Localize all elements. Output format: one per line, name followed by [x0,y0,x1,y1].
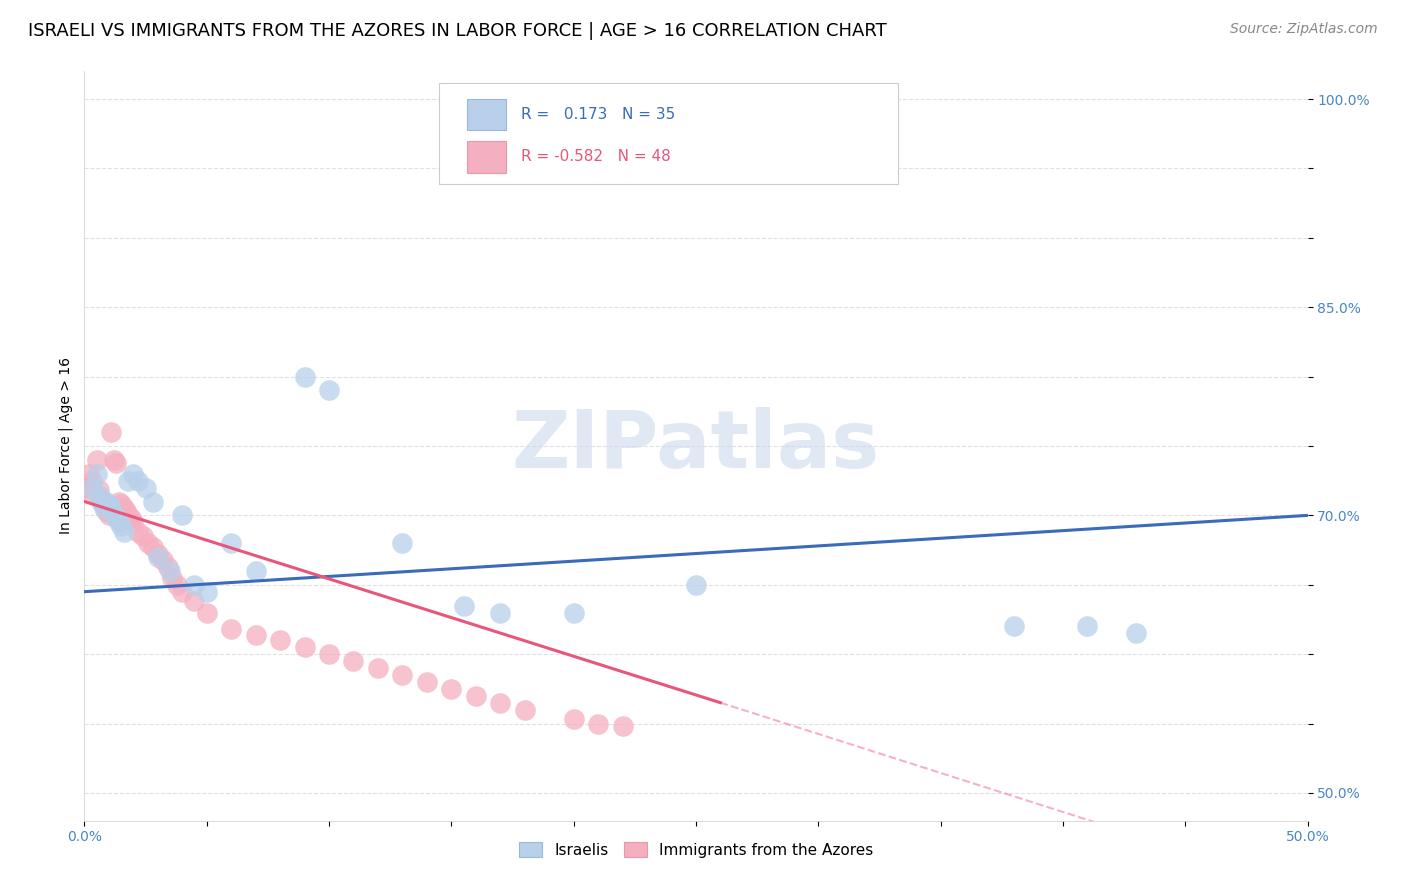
Point [1002,619,1025,633]
Point [76,481,98,495]
Point [87,487,110,501]
Point [269,633,291,648]
Point [93,497,115,511]
Text: R = -0.582   N = 48: R = -0.582 N = 48 [522,149,671,164]
Point [562,606,585,620]
Point [294,369,316,384]
Point [183,578,205,592]
Point [464,689,486,703]
Point [489,606,512,620]
Point [90,491,112,506]
Point [318,384,340,398]
Point [162,571,184,585]
Point [586,716,609,731]
Point [127,524,149,539]
Point [112,524,135,539]
Point [318,647,340,661]
Point [110,497,132,511]
Point [1125,626,1147,640]
Point [110,519,132,533]
Point [146,549,169,564]
Point [195,606,218,620]
Point [183,594,205,608]
Point [96,504,118,518]
Point [120,511,142,525]
Point [219,622,242,636]
Point [77,467,100,481]
Point [127,474,149,488]
Legend: Israelis, Immigrants from the Azores: Israelis, Immigrants from the Azores [512,834,880,865]
FancyBboxPatch shape [439,83,898,184]
FancyBboxPatch shape [467,99,506,130]
Point [440,681,463,696]
Point [122,516,145,530]
Point [612,719,634,733]
Point [1076,619,1098,633]
Point [562,712,585,726]
Point [172,508,194,523]
Point [513,703,536,717]
Point [391,668,413,682]
Point [112,501,135,516]
Point [489,696,512,710]
Point [103,508,125,523]
Point [87,483,110,498]
Point [105,456,128,470]
Point [100,501,122,516]
Point [342,654,364,668]
Point [132,529,155,543]
Point [146,547,169,561]
Point [107,516,129,530]
Point [245,564,267,578]
Point [391,536,413,550]
Point [105,511,128,525]
Text: Source: ZipAtlas.com: Source: ZipAtlas.com [1230,22,1378,37]
Point [245,628,267,642]
Point [117,508,139,523]
Point [166,578,188,592]
Point [195,584,218,599]
Point [142,494,165,508]
Text: ISRAELI VS IMMIGRANTS FROM THE AZORES IN LABOR FORCE | AGE > 16 CORRELATION CHAR: ISRAELI VS IMMIGRANTS FROM THE AZORES IN… [28,22,887,40]
Point [93,501,115,516]
Point [117,474,139,488]
Point [103,453,125,467]
Point [159,564,181,578]
Point [100,425,122,439]
Point [294,640,316,655]
Point [142,541,165,555]
Point [90,494,112,508]
Point [416,674,439,689]
Point [80,474,103,488]
Point [172,584,194,599]
Point [107,494,129,508]
Y-axis label: In Labor Force | Age > 16: In Labor Force | Age > 16 [59,358,73,534]
Point [135,481,157,495]
Text: ZIPatlas: ZIPatlas [512,407,880,485]
Point [96,494,118,508]
Point [80,481,103,495]
Point [367,661,389,675]
Point [97,508,120,523]
Point [86,453,108,467]
Point [685,578,707,592]
Point [83,487,105,501]
Point [122,467,145,481]
Point [152,553,174,567]
Point [86,467,108,481]
FancyBboxPatch shape [467,141,506,172]
Point [219,536,242,550]
Point [115,504,138,518]
Point [97,497,120,511]
Point [136,536,159,550]
Point [453,599,475,613]
Text: R =   0.173   N = 35: R = 0.173 N = 35 [522,107,675,122]
Point [156,559,179,574]
